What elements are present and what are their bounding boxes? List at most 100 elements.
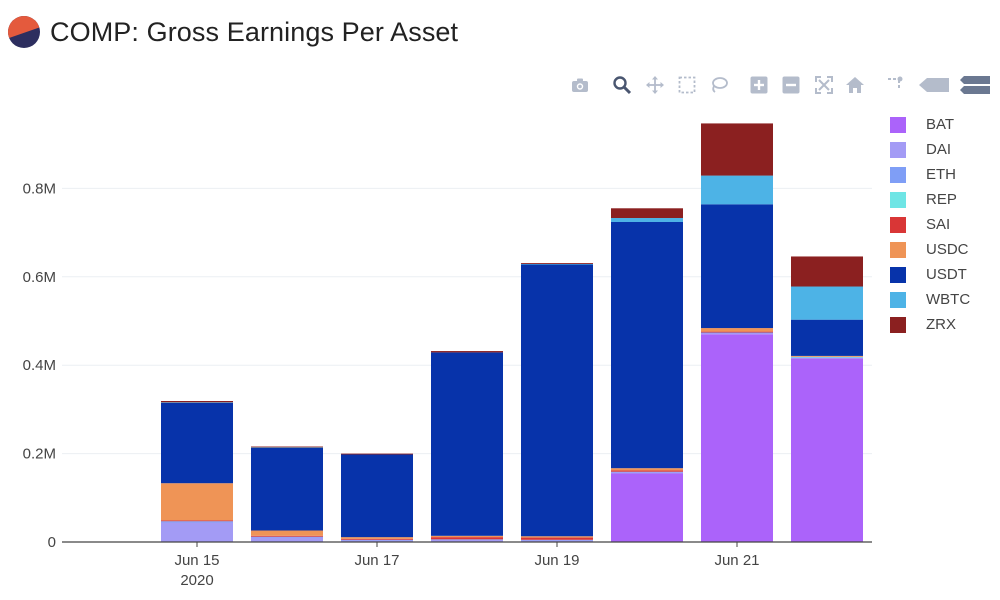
zoom-in-icon[interactable]: [746, 72, 772, 98]
autoscale-icon[interactable]: [811, 72, 837, 98]
bar-eth-jun-20[interactable]: [611, 471, 683, 473]
hover-compare-icon[interactable]: [958, 72, 992, 98]
legend-swatch: [890, 191, 906, 208]
bar-wbtc-jun-16[interactable]: [251, 447, 323, 449]
bar-sai-jun-17[interactable]: [341, 538, 413, 540]
legend-swatch: [890, 166, 906, 183]
bar-usdt-jun-20[interactable]: [611, 221, 683, 469]
bar-usdt-jun-18[interactable]: [431, 352, 503, 536]
legend-item-usdt[interactable]: USDT: [890, 262, 970, 287]
legend-item-bat[interactable]: BAT: [890, 112, 970, 137]
bar-zrx-jun-22[interactable]: [791, 256, 863, 287]
bar-wbtc-jun-22[interactable]: [791, 286, 863, 320]
bar-dai-jun-18[interactable]: [431, 539, 503, 542]
legend-label: ETH: [926, 166, 956, 183]
legend-swatch: [890, 266, 906, 283]
bar-usdc-jun-21[interactable]: [701, 328, 773, 332]
legend-item-dai[interactable]: DAI: [890, 137, 970, 162]
bar-bat-jun-22[interactable]: [791, 358, 863, 542]
pan-icon[interactable]: [642, 72, 668, 98]
bar-bat-jun-21[interactable]: [701, 334, 773, 542]
bar-zrx-jun-16[interactable]: [251, 446, 323, 448]
bar-eth-jun-21[interactable]: [701, 332, 773, 334]
bar-usdc-jun-16[interactable]: [251, 530, 323, 536]
lasso-select-icon[interactable]: [706, 72, 732, 98]
y-tick-label: 0.8M: [23, 180, 56, 197]
legend-label: BAT: [926, 116, 955, 133]
legend-swatch: [890, 291, 906, 308]
bar-sai-jun-16[interactable]: [251, 535, 323, 537]
legend-item-zrx[interactable]: ZRX: [890, 312, 970, 337]
bar-usdc-jun-15[interactable]: [161, 483, 233, 521]
bar-eth-jun-22[interactable]: [791, 357, 863, 358]
legend-item-rep[interactable]: REP: [890, 187, 970, 212]
legend-item-wbtc[interactable]: WBTC: [890, 287, 970, 312]
y-tick-label: 0.6M: [23, 269, 56, 286]
bar-dai-jun-17[interactable]: [341, 540, 413, 542]
header: COMP: Gross Earnings Per Asset: [8, 10, 458, 54]
bar-usdc-jun-17[interactable]: [341, 537, 413, 539]
bar-usdc-jun-18[interactable]: [431, 535, 503, 538]
zoom-icon[interactable]: [609, 72, 635, 98]
bar-dai-jun-16[interactable]: [251, 537, 323, 542]
bar-zrx-jun-19[interactable]: [521, 263, 593, 264]
bar-usdc-jun-19[interactable]: [521, 536, 593, 538]
bar-eth-jun-16[interactable]: [251, 536, 323, 538]
bar-dai-jun-21[interactable]: [701, 332, 773, 335]
bar-dai-jun-19[interactable]: [521, 540, 593, 542]
x-tick-label: Jun 17: [354, 552, 399, 569]
bar-usdc-jun-20[interactable]: [611, 468, 683, 471]
legend-swatch: [890, 241, 906, 258]
bar-rep-jun-22[interactable]: [791, 356, 863, 358]
page-title: COMP: Gross Earnings Per Asset: [50, 16, 459, 47]
legend-swatch: [890, 216, 906, 233]
bar-zrx-jun-21[interactable]: [701, 123, 773, 176]
bar-dai-jun-15[interactable]: [161, 522, 233, 542]
bar-eth-jun-15[interactable]: [161, 521, 233, 523]
bar-usdc-jun-22[interactable]: [791, 355, 863, 357]
x-tick-label: Jun 15: [174, 552, 219, 569]
legend-item-sai[interactable]: SAI: [890, 212, 970, 237]
bar-sai-jun-19[interactable]: [521, 537, 593, 540]
bar-usdt-jun-19[interactable]: [521, 264, 593, 537]
zoom-out-icon[interactable]: [778, 72, 804, 98]
legend-label: WBTC: [926, 291, 971, 308]
legend-swatch: [890, 116, 906, 133]
legend-item-eth[interactable]: ETH: [890, 162, 970, 187]
bar-wbtc-jun-21[interactable]: [701, 175, 773, 205]
legend-label: USDT: [926, 266, 967, 283]
legend-item-usdc[interactable]: USDC: [890, 237, 970, 262]
bar-wbtc-jun-19[interactable]: [521, 263, 593, 265]
bar-usdt-jun-17[interactable]: [341, 454, 413, 538]
bar-eth-jun-17[interactable]: [341, 539, 413, 541]
home-icon[interactable]: [842, 72, 868, 98]
bar-usdt-jun-16[interactable]: [251, 447, 323, 531]
bar-bat-jun-20[interactable]: [611, 473, 683, 542]
legend-swatch: [890, 316, 906, 333]
bar-zrx-jun-17[interactable]: [341, 453, 413, 455]
bar-zrx-jun-15[interactable]: [161, 401, 233, 403]
bar-eth-jun-18[interactable]: [431, 539, 503, 540]
bar-sai-jun-20[interactable]: [611, 470, 683, 472]
bar-wbtc-jun-15[interactable]: [161, 402, 233, 403]
bar-wbtc-jun-20[interactable]: [611, 218, 683, 222]
spike-lines-icon[interactable]: [883, 72, 909, 98]
bar-usdt-jun-15[interactable]: [161, 402, 233, 484]
x-tick-label: Jun 21: [714, 552, 759, 569]
bar-zrx-jun-20[interactable]: [611, 208, 683, 219]
bar-sai-jun-15[interactable]: [161, 520, 233, 522]
bar-sai-jun-18[interactable]: [431, 537, 503, 540]
bar-usdt-jun-22[interactable]: [791, 319, 863, 356]
bar-sai-jun-21[interactable]: [701, 331, 773, 333]
bar-dai-jun-22[interactable]: [791, 357, 863, 359]
legend-label: DAI: [926, 141, 952, 158]
hover-closest-icon[interactable]: [917, 72, 951, 98]
camera-icon[interactable]: [567, 72, 593, 98]
bar-eth-jun-19[interactable]: [521, 539, 593, 541]
bar-usdt-jun-21[interactable]: [701, 204, 773, 329]
box-select-icon[interactable]: [674, 72, 700, 98]
legend: BAT DAI ETH REP SAI USDC USDT WBTC ZRX: [890, 112, 970, 337]
bar-dai-jun-20[interactable]: [611, 472, 683, 474]
legend-label: SAI: [926, 216, 951, 233]
bar-zrx-jun-18[interactable]: [431, 351, 503, 353]
